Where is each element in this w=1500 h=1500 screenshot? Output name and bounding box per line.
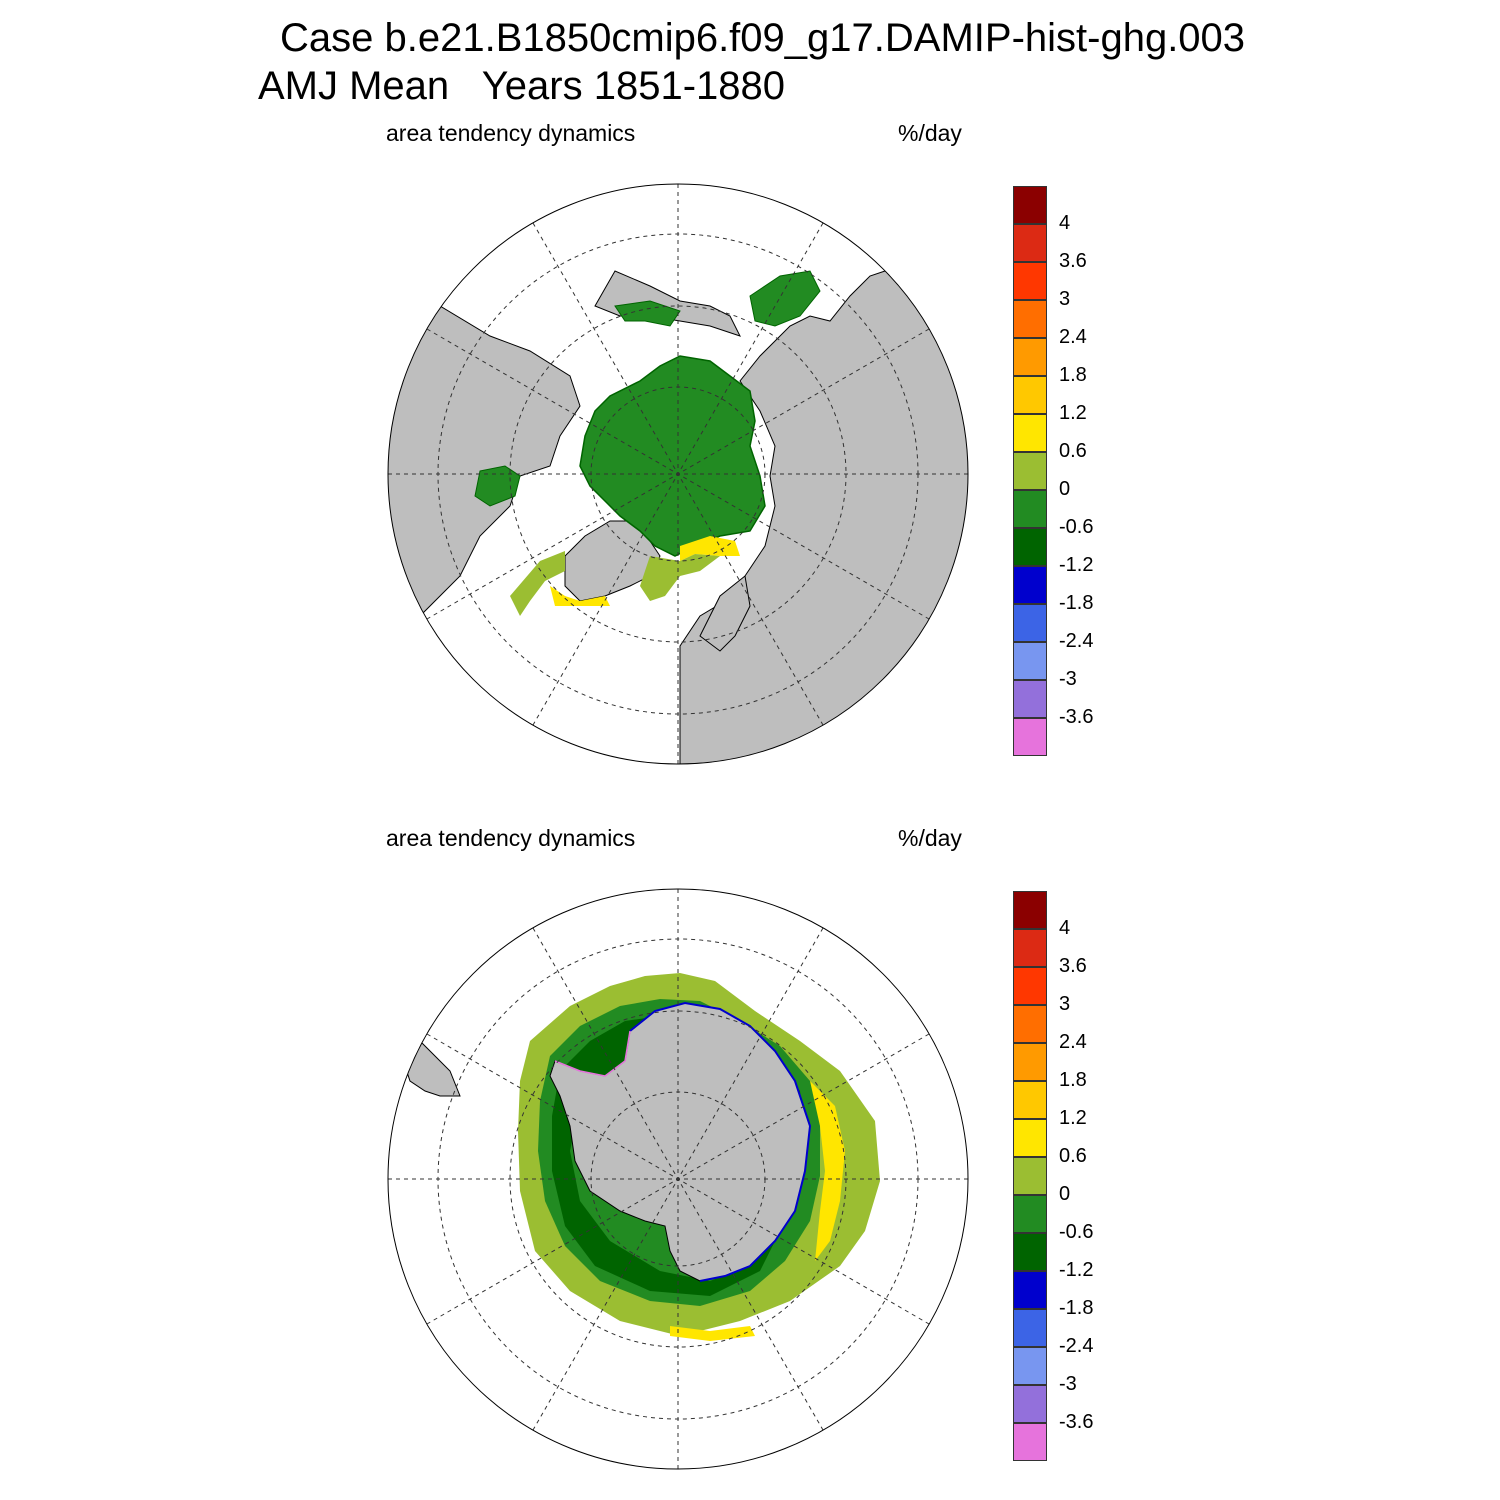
north-colorbar-tick-label: -1.2 [1059,554,1094,576]
north-ice-edge-barents [680,536,740,561]
south-colorbar-tick-label: -0.6 [1059,1221,1094,1243]
south-colorbar-tick-label: 0 [1059,1183,1071,1205]
north-colorbar-tick-label: 0 [1059,478,1071,500]
north-colorbar-tick-label: 3.6 [1059,250,1087,272]
north-colorbar-tick-label: -2.4 [1059,630,1094,652]
north-colorbar-tick-label: 0.6 [1059,440,1087,462]
south-ice-positive-fringe-south [670,1326,755,1341]
north-ice-hudson-bay [474,465,521,507]
north-colorbar-tick-label: -3 [1059,668,1077,690]
north-graticule [388,184,968,764]
north-land-scandinavia [699,575,751,652]
south-colorbar-tick-label: -2.4 [1059,1335,1094,1357]
north-colorbar-tick-label: -3.6 [1059,706,1094,728]
north-colorbar-swatch [1013,300,1047,338]
north-ice-edge-atlantic [510,551,565,616]
south-colorbar-tick-label: 3 [1059,993,1071,1015]
south-colorbar-tick-label: 4 [1059,917,1071,939]
south-colorbar-swatch [1013,967,1047,1005]
north-map-border [387,183,969,765]
south-colorbar-swatch [1013,1309,1047,1347]
north-colorbar-swatch [1013,642,1047,680]
north-colorbar-swatch [1013,718,1047,756]
south-colorbar-swatch [1013,1157,1047,1195]
south-colorbar-tick-label: 2.4 [1059,1031,1087,1053]
north-colorbar-swatch [1013,224,1047,262]
south-colorbar-tick-label: -1.8 [1059,1297,1094,1319]
south-colorbar-tick-label: -3 [1059,1373,1077,1395]
south-colorbar-tick-label: -3.6 [1059,1411,1094,1433]
north-colorbar-tick-label: 3 [1059,288,1071,310]
south-colorbar-swatch [1013,1005,1047,1043]
north-colorbar-swatch [1013,566,1047,604]
panel-north-variable-label: area tendency dynamics [386,120,636,146]
south-colorbar-swatch [1013,1271,1047,1309]
south-colorbar-swatch [1013,1043,1047,1081]
north-colorbar-swatch [1013,490,1047,528]
south-ice-positive-fringe-east [805,1081,845,1261]
north-colorbar-tick-label: 2.4 [1059,326,1087,348]
panel-south-variable-label: area tendency dynamics [386,825,636,851]
south-colorbar-tick-label: 0.6 [1059,1145,1087,1167]
south-colorbar-swatch [1013,1347,1047,1385]
south-colorbar-tick-label: 1.2 [1059,1107,1087,1129]
panel-south-units-label: %/day [898,825,962,851]
south-antarctic-coast-magenta [554,1030,631,1077]
panel-north-units-label: %/day [898,120,962,146]
south-colorbar-swatch [1013,1385,1047,1423]
south-colorbar-swatch [1013,1119,1047,1157]
north-colorbar-tick-label: 1.8 [1059,364,1087,386]
north-polar-map [387,183,969,765]
north-ice-okhotsk [749,270,821,327]
north-colorbar-swatch [1013,680,1047,718]
south-colorbar-swatch [1013,929,1047,967]
south-map-border [387,888,969,1470]
north-ice-edge-labrador [550,586,610,606]
north-ice-bering [614,300,681,327]
south-colorbar-tick-label: 3.6 [1059,955,1087,977]
south-polar-map [387,888,969,1470]
north-colorbar-tick-label: -0.6 [1059,516,1094,538]
plot-title-case: Case b.e21.B1850cmip6.f09_g17.DAMIP-hist… [280,16,1246,60]
south-antarctic-coast-blue [629,1001,812,1282]
south-graticule [388,889,968,1469]
south-colorbar-swatch [1013,1233,1047,1271]
north-colorbar-swatch [1013,186,1047,224]
north-colorbar-swatch [1013,414,1047,452]
north-colorbar-tick-label: 4 [1059,212,1071,234]
plot-title-period: AMJ Mean Years 1851-1880 [258,64,786,108]
north-ice-arctic-basin [579,355,766,557]
north-colorbar-swatch [1013,452,1047,490]
north-colorbar-tick-label: 1.2 [1059,402,1087,424]
south-colorbar-swatch [1013,1423,1047,1461]
north-colorbar-swatch [1013,604,1047,642]
south-colorbar-swatch [1013,1081,1047,1119]
south-colorbar-tick-label: -1.2 [1059,1259,1094,1281]
north-colorbar-swatch [1013,262,1047,300]
north-colorbar-swatch [1013,376,1047,414]
south-colorbar-tick-label: 1.8 [1059,1069,1087,1091]
north-colorbar-swatch [1013,528,1047,566]
south-colorbar-swatch [1013,1195,1047,1233]
north-colorbar-swatch [1013,338,1047,376]
north-colorbar-tick-label: -1.8 [1059,592,1094,614]
north-ice-edge-barents-green [640,554,720,601]
south-colorbar-swatch [1013,891,1047,929]
